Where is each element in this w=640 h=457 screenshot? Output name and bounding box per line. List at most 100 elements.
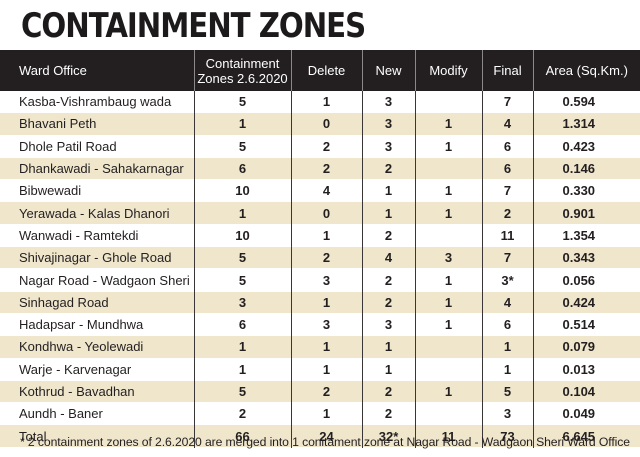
cell-area: 0.424 xyxy=(532,291,640,314)
header-final: Final xyxy=(481,50,533,91)
cell-delete: 0 xyxy=(290,201,362,225)
cell-delete: 1 xyxy=(290,402,362,425)
table-row: Shivajinagar - Ghole Road 5 2 4 3 7 0.34… xyxy=(0,246,640,269)
cell-new: 2 xyxy=(361,157,415,180)
header-new: New xyxy=(361,50,415,91)
table-total-row: Total 66 24 32* 11 73 6.645 xyxy=(0,424,640,448)
table-row: Wanwadi - Ramtekdi 10 1 2 11 1.354 xyxy=(0,224,640,247)
cell-zones: 5 xyxy=(193,380,291,403)
cell-new: 2 xyxy=(361,268,415,292)
table-row: Dhole Patil Road 5 2 3 1 6 0.423 xyxy=(0,135,640,158)
cell-new: 2 xyxy=(361,291,415,314)
header-zones-line2: Zones 2.6.2020 xyxy=(197,70,288,86)
cell-delete: 3 xyxy=(290,313,362,336)
total-modify: 11 xyxy=(414,424,482,448)
cell-final: 7 xyxy=(481,246,533,269)
table-row: Dhankawadi - Sahakarnagar 6 2 2 6 0.146 xyxy=(0,157,640,180)
header-delete: Delete xyxy=(290,50,362,91)
cell-delete: 1 xyxy=(290,91,362,113)
total-final: 73 xyxy=(481,424,533,448)
cell-area: 0.343 xyxy=(532,246,640,269)
cell-ward: Shivajinagar - Ghole Road xyxy=(19,250,172,266)
cell-final: 6 xyxy=(481,157,533,180)
header-ward-office: Ward Office xyxy=(0,50,194,91)
total-new: 32* xyxy=(361,424,415,448)
cell-modify: 1 xyxy=(414,380,482,403)
cell-ward: Dhankawadi - Sahakarnagar xyxy=(19,161,184,177)
cell-delete: 3 xyxy=(290,268,362,292)
cell-new: 1 xyxy=(361,335,415,359)
cell-ward: Yerawada - Kalas Dhanori xyxy=(19,205,170,221)
cell-modify xyxy=(414,402,482,425)
cell-modify xyxy=(414,335,482,359)
table-row: Kasba-Vishrambaug wada 5 1 3 7 0.594 xyxy=(0,91,640,113)
cell-final: 4 xyxy=(481,112,533,136)
cell-new: 3 xyxy=(361,135,415,158)
cell-modify: 1 xyxy=(414,268,482,292)
cell-ward: Nagar Road - Wadgaon Sheri xyxy=(19,272,190,288)
cell-final: 1 xyxy=(481,335,533,359)
cell-new: 1 xyxy=(361,179,415,202)
cell-delete: 1 xyxy=(290,291,362,314)
header-zones-line1: Containment xyxy=(205,55,280,71)
cell-ward: Wanwadi - Ramtekdi xyxy=(19,227,139,243)
cell-area: 1.314 xyxy=(532,112,640,136)
table-row: Kothrud - Bavadhan 5 2 2 1 5 0.104 xyxy=(0,380,640,403)
cell-zones: 10 xyxy=(193,179,291,202)
header-containment-zones: Containment Zones 2.6.2020 xyxy=(193,50,291,91)
cell-area: 0.013 xyxy=(532,358,640,381)
cell-zones: 6 xyxy=(193,157,291,180)
cell-final: 6 xyxy=(481,135,533,158)
table-row: Warje - Karvenagar 1 1 1 1 0.013 xyxy=(0,358,640,381)
table-row: Hadapsar - Mundhwa 6 3 3 1 6 0.514 xyxy=(0,313,640,336)
cell-modify: 3 xyxy=(414,246,482,269)
cell-zones: 5 xyxy=(193,135,291,158)
cell-ward: Bibwewadi xyxy=(19,183,82,199)
cell-new: 1 xyxy=(361,201,415,225)
cell-area: 0.056 xyxy=(532,268,640,292)
cell-zones: 5 xyxy=(193,91,291,113)
cell-area: 0.104 xyxy=(532,380,640,403)
cell-delete: 4 xyxy=(290,179,362,202)
cell-zones: 1 xyxy=(193,201,291,225)
cell-zones: 1 xyxy=(193,335,291,359)
cell-ward: Sinhagad Road xyxy=(19,294,109,310)
cell-delete: 1 xyxy=(290,224,362,247)
cell-new: 2 xyxy=(361,224,415,247)
cell-final: 3* xyxy=(481,268,533,292)
cell-delete: 1 xyxy=(290,358,362,381)
cell-ward: Bhavani Peth xyxy=(19,116,97,132)
cell-modify: 1 xyxy=(414,179,482,202)
cell-modify xyxy=(414,91,482,113)
cell-delete: 2 xyxy=(290,246,362,269)
cell-new: 2 xyxy=(361,402,415,425)
cell-modify: 1 xyxy=(414,313,482,336)
cell-modify: 1 xyxy=(414,291,482,314)
total-label: Total xyxy=(19,428,47,444)
cell-ward: Warje - Karvenagar xyxy=(19,361,132,377)
table-row: Nagar Road - Wadgaon Sheri 5 3 2 1 3* 0.… xyxy=(0,268,640,292)
cell-zones: 1 xyxy=(193,112,291,136)
cell-area: 1.354 xyxy=(532,224,640,247)
cell-ward: Kothrud - Bavadhan xyxy=(19,384,135,399)
cell-ward: Kasba-Vishrambaug wada xyxy=(19,94,172,110)
cell-final: 5 xyxy=(481,380,533,403)
header-area: Area (Sq.Km.) xyxy=(532,50,640,91)
cell-delete: 2 xyxy=(290,157,362,180)
cell-new: 3 xyxy=(361,91,415,113)
cell-zones: 3 xyxy=(193,291,291,314)
page-title: CONTAINMENT ZONES xyxy=(21,6,366,46)
cell-final: 1 xyxy=(481,358,533,381)
table-header-row: Ward Office Containment Zones 2.6.2020 D… xyxy=(0,50,640,91)
cell-ward: Hadapsar - Mundhwa xyxy=(19,317,144,333)
cell-final: 7 xyxy=(481,91,533,113)
cell-ward: Kondhwa - Yeolewadi xyxy=(19,339,144,355)
total-delete: 24 xyxy=(290,424,362,448)
cell-final: 3 xyxy=(481,402,533,425)
cell-final: 2 xyxy=(481,201,533,225)
table-row: Aundh - Baner 2 1 2 3 0.049 xyxy=(0,402,640,425)
table-row: Kondhwa - Yeolewadi 1 1 1 1 0.079 xyxy=(0,335,640,359)
cell-delete: 1 xyxy=(290,335,362,359)
cell-modify: 1 xyxy=(414,201,482,225)
cell-new: 3 xyxy=(361,112,415,136)
